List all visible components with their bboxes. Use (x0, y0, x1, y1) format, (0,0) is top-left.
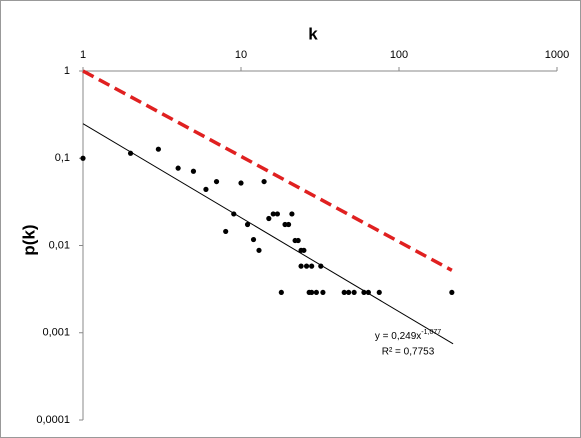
point (295, 237, 301, 244)
x-tick-label: 10 (235, 49, 247, 61)
trend-equation: y = 0,249x-1,077 (375, 329, 441, 342)
x-tick-label: 100 (390, 49, 408, 61)
trend-label: y = 0,249x (375, 331, 421, 342)
point (238, 180, 244, 186)
y-axis-label: p(k) (19, 224, 38, 255)
point (298, 263, 304, 269)
point (303, 263, 310, 269)
point (190, 168, 197, 174)
y-tick-label: 0,001 (42, 327, 70, 339)
x-axis-label: k (308, 24, 318, 43)
point (244, 221, 251, 228)
point (203, 186, 209, 192)
y-tick-label: 0,1 (55, 152, 70, 164)
point (250, 236, 257, 243)
point (256, 247, 262, 253)
point (175, 165, 181, 171)
point (376, 289, 382, 296)
point (449, 289, 455, 296)
x-tick-label: 1 (80, 49, 86, 61)
point (341, 289, 347, 296)
y-tick-label: 0,01 (49, 239, 70, 251)
point (285, 221, 292, 228)
point (274, 211, 281, 217)
point (261, 178, 267, 185)
point (266, 215, 272, 222)
y-tick-label: 1 (64, 65, 70, 77)
point (309, 263, 315, 269)
x-tick-label: 1000 (545, 49, 569, 61)
y-tick-label: 0,0001 (36, 414, 70, 426)
point (351, 289, 357, 296)
trend-line (82, 123, 454, 345)
point (127, 150, 134, 156)
reference-line (82, 69, 453, 272)
point (278, 289, 284, 296)
point (346, 289, 352, 296)
point (223, 228, 229, 235)
point (301, 247, 307, 253)
point (289, 211, 295, 217)
point (320, 289, 326, 296)
r2-label: R² = 0,7753 (382, 347, 435, 358)
point (80, 155, 86, 161)
point (313, 289, 319, 296)
trend-exponent: -1,077 (421, 329, 441, 336)
point (270, 211, 276, 217)
point (155, 146, 161, 152)
point (213, 178, 220, 185)
point (309, 289, 315, 296)
